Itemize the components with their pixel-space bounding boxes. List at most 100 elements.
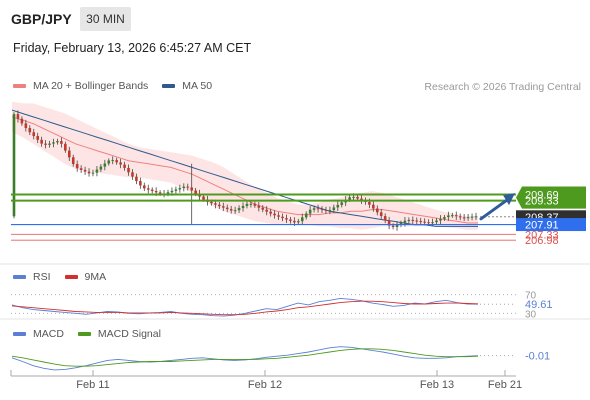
rsi-ref-label: 70	[525, 291, 537, 302]
rsi-line	[11, 297, 479, 317]
candle-body	[60, 141, 63, 144]
rsi-ma-line	[11, 300, 479, 316]
candle-body	[332, 207, 336, 210]
candle-body	[245, 203, 249, 206]
rsi-swatch	[13, 275, 26, 279]
candle-body	[308, 209, 312, 214]
candle-body	[67, 150, 71, 158]
candle-body	[40, 139, 43, 144]
ma50-line	[11, 109, 478, 227]
rsi-ma-legend-label: 9MA	[84, 271, 107, 283]
candle-body	[443, 217, 446, 219]
candle-body	[395, 224, 399, 228]
candle-body	[154, 191, 158, 193]
candle-body	[423, 221, 426, 223]
candle-body	[293, 220, 296, 223]
pivot-label: 207.91	[525, 220, 559, 232]
candle-body	[411, 219, 415, 221]
resistance-label-box	[516, 186, 586, 209]
candle-body	[372, 204, 375, 209]
macd-signal-legend-label: MACD Signal	[97, 328, 161, 340]
candle-body	[375, 208, 379, 213]
candle-body	[257, 205, 261, 208]
candle-body	[249, 203, 253, 205]
candle-body	[174, 189, 178, 191]
timeframe-button[interactable]: 30 MIN	[80, 7, 131, 31]
candle-body	[458, 216, 462, 218]
candle-body	[466, 217, 470, 219]
candle-body	[131, 172, 134, 177]
ma50-legend-label: MA 50	[182, 80, 213, 92]
candle-body	[95, 169, 99, 173]
macd-signal-line	[11, 348, 479, 367]
forecast-arrow	[479, 198, 509, 221]
candle-body	[170, 190, 174, 193]
main-legend: MA 20 + Bollinger Bands MA 50	[13, 80, 212, 92]
x-tick-label: Feb 13	[420, 379, 454, 391]
candle-body	[178, 188, 182, 190]
rsi-ref-label: 30	[525, 309, 537, 320]
macd-swatch	[13, 332, 26, 336]
candle-body	[79, 168, 83, 170]
candle-body	[431, 222, 434, 224]
candle-body	[285, 218, 288, 220]
candle-body	[356, 196, 359, 199]
candle-body	[16, 114, 20, 119]
candle-body	[348, 197, 351, 200]
candle-body	[237, 208, 241, 211]
candle-body	[44, 143, 47, 145]
support-1-label: 207.33	[525, 229, 559, 241]
candle-body	[139, 181, 142, 186]
candle-body	[20, 118, 24, 124]
macd-signal-swatch	[77, 332, 91, 336]
candle-body	[462, 217, 466, 219]
candle-body	[233, 210, 237, 212]
candle-body	[439, 218, 442, 221]
candle-body	[454, 215, 458, 217]
candle-body	[36, 136, 39, 140]
datetime-label: Friday, February 13, 2026 6:45:27 AM CET	[13, 41, 252, 55]
candle-body	[253, 203, 257, 206]
candle-body	[435, 220, 438, 223]
macd-value-label: -0.01	[525, 351, 550, 363]
resistance-1-label: 209.33	[525, 196, 559, 208]
candle-body	[379, 212, 383, 217]
candle-body	[352, 196, 355, 198]
candle-body	[225, 207, 229, 210]
candle-body	[71, 157, 75, 165]
rsi-ma-swatch	[64, 275, 78, 279]
candle-body	[470, 216, 474, 218]
candle-body	[391, 225, 395, 228]
candle-body	[190, 187, 193, 191]
candle-body	[324, 209, 328, 211]
x-tick-label: Feb 11	[76, 379, 109, 391]
candle-body	[52, 142, 55, 144]
x-tick-label: Feb 12	[248, 379, 282, 391]
ma20-swatch	[13, 84, 26, 88]
candle-body	[24, 123, 28, 129]
candle-body	[83, 169, 87, 172]
resistance-2-label: 209.69	[525, 190, 559, 202]
candle-body	[297, 221, 300, 223]
candle-body	[210, 201, 213, 204]
candle-body	[99, 166, 103, 170]
research-credit: Research © 2026 Trading Central	[424, 81, 581, 93]
candle-body	[281, 216, 284, 219]
rsi-legend: RSI 9MA	[13, 271, 106, 283]
macd-legend: MACD MACD Signal	[13, 328, 161, 340]
candle-body	[261, 207, 265, 210]
candle-body	[202, 196, 205, 200]
candle-body	[166, 192, 170, 194]
candle-body	[415, 220, 419, 222]
candle-body	[28, 128, 32, 133]
candle-body	[316, 208, 320, 210]
candle-body	[407, 219, 411, 221]
candle-body	[451, 215, 454, 217]
candle-body	[48, 143, 51, 145]
ma20-legend-label: MA 20 + Bollinger Bands	[33, 80, 149, 92]
candle-body	[360, 198, 363, 201]
support-2-label: 206.98	[525, 235, 559, 247]
ma50-swatch	[162, 84, 176, 88]
candle-body	[64, 143, 67, 151]
